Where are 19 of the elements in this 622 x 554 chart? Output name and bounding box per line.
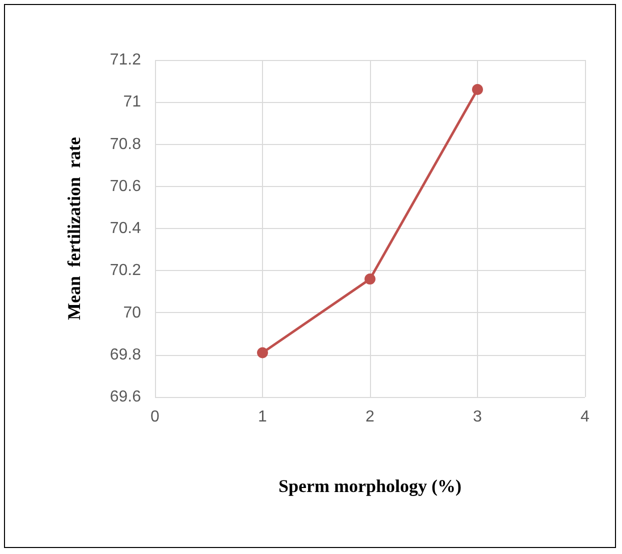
point <box>257 347 268 358</box>
y-tick-label: 70.4 <box>110 220 142 237</box>
y-tick-label: 70.2 <box>110 262 142 280</box>
y-tick-label: 70.6 <box>110 178 142 195</box>
x-tick-label: 3 <box>473 408 482 426</box>
y-axis-title: Mean fertilization rate <box>64 137 84 320</box>
y-tick-label: 71.2 <box>110 52 142 68</box>
point <box>364 274 376 285</box>
x-tick-label: 2 <box>366 408 375 426</box>
y-tick-label: 71 <box>123 94 142 111</box>
point <box>472 84 483 95</box>
x-tick-label: 4 <box>580 408 590 426</box>
y-tick-label: 70.8 <box>110 136 142 153</box>
y-tick-label: 70 <box>123 304 142 322</box>
y-tick-label: 69.8 <box>110 346 142 364</box>
x-tick-label: 1 <box>258 408 268 426</box>
y-tick-label: 69.6 <box>110 388 142 406</box>
x-tick-label: 0 <box>150 408 160 426</box>
x-axis-title: Sperm morphology (%) <box>278 476 462 496</box>
